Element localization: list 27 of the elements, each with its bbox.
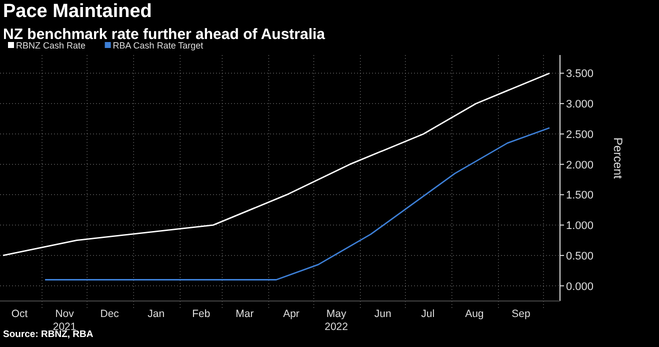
y-tick-label: 1.500 <box>566 190 594 202</box>
legend-label: RBA Cash Rate Target <box>112 40 204 50</box>
y-tick-label: 0.000 <box>566 280 594 293</box>
x-tick-label: Apr <box>283 308 300 320</box>
y-tick-label: 1.000 <box>566 220 594 232</box>
chart-subtitle: NZ benchmark rate further ahead of Australia <box>3 26 326 43</box>
x-tick-label: May 2022 <box>324 308 348 333</box>
y-tick-label: 2.500 <box>566 128 594 141</box>
y-axis-title: Percent <box>611 137 625 180</box>
x-tick-label: Jul <box>421 308 435 320</box>
y-tick-label: 0.500 <box>566 250 594 262</box>
source-note: Source: RBNZ, RBA <box>3 329 94 340</box>
x-tick-label: Jan <box>148 308 165 320</box>
y-tick-label: 2.000 <box>566 159 594 172</box>
y-tick-label: 3.500 <box>566 68 594 80</box>
line-series <box>44 127 550 280</box>
x-tick-label: Oct <box>11 308 28 320</box>
x-tick-label: Mar <box>236 308 254 320</box>
x-tick-label: Sep <box>512 308 530 320</box>
legend-label: RBNZ Cash Rate <box>16 40 86 50</box>
x-tick-label: Dec <box>100 308 119 320</box>
x-tick-label: Jun <box>374 308 392 320</box>
x-tick-label: Aug <box>465 308 484 320</box>
line-series <box>2 72 550 256</box>
chart-title: Pace Maintained <box>3 1 152 22</box>
y-tick-label: 3.000 <box>566 98 594 111</box>
x-tick-label: Feb <box>192 308 210 320</box>
